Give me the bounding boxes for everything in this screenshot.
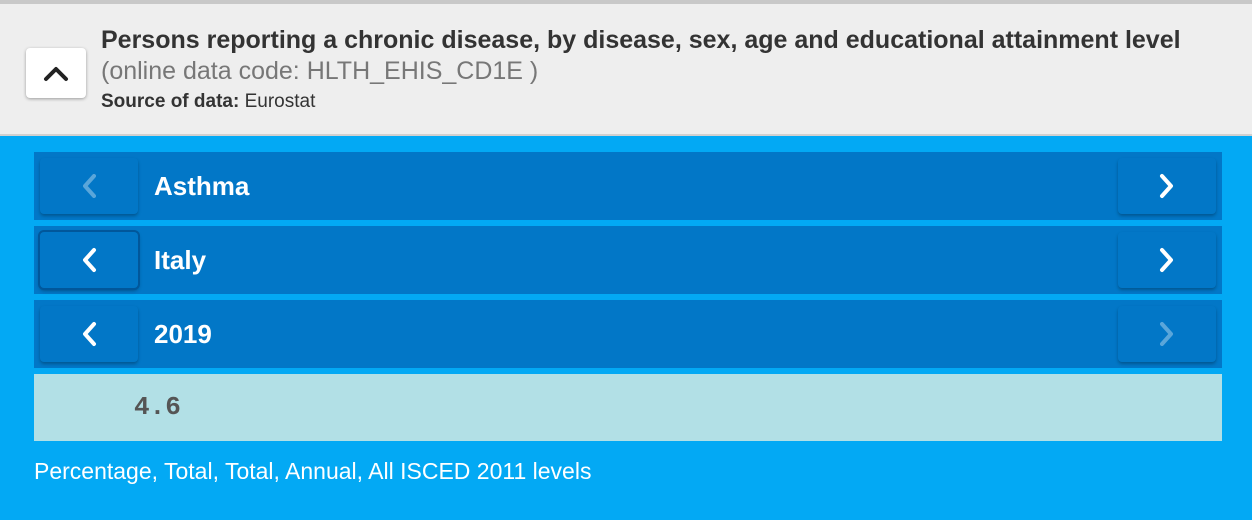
country-selector: Italy bbox=[34, 226, 1222, 294]
chevron-up-icon bbox=[44, 67, 68, 81]
disease-label: Asthma bbox=[154, 171, 250, 201]
country-prev-button[interactable] bbox=[40, 232, 138, 288]
source-line: Source of data: Eurostat bbox=[101, 88, 1246, 116]
year-next-button[interactable] bbox=[1118, 306, 1216, 362]
source-value: Eurostat bbox=[244, 91, 316, 112]
disease-next-button[interactable] bbox=[1118, 158, 1216, 214]
chevron-left-icon bbox=[83, 248, 96, 272]
year-label: 2019 bbox=[154, 319, 212, 349]
value-footnote: Percentage, Total, Total, Annual, All IS… bbox=[34, 458, 592, 484]
chevron-right-icon bbox=[1160, 174, 1173, 198]
header-text: Persons reporting a chronic disease, by … bbox=[101, 24, 1246, 116]
source-label: Source of data: bbox=[101, 91, 240, 112]
chevron-left-icon bbox=[83, 174, 96, 198]
dataset-title: Persons reporting a chronic disease, by … bbox=[101, 26, 1181, 54]
value-display: 4.6 bbox=[34, 374, 1222, 441]
country-next-button[interactable] bbox=[1118, 232, 1216, 288]
collapse-header-button[interactable] bbox=[26, 48, 86, 98]
chevron-right-icon bbox=[1160, 248, 1173, 272]
year-selector: 2019 bbox=[34, 300, 1222, 368]
data-value: 4.6 bbox=[134, 392, 181, 422]
online-data-code: (online data code: HLTH_EHIS_CD1E ) bbox=[101, 57, 539, 85]
dataset-header: Persons reporting a chronic disease, by … bbox=[0, 0, 1252, 136]
disease-prev-button[interactable] bbox=[40, 158, 138, 214]
disease-selector: Asthma bbox=[34, 152, 1222, 220]
year-prev-button[interactable] bbox=[40, 306, 138, 362]
country-label: Italy bbox=[154, 245, 207, 275]
chevron-left-icon bbox=[83, 322, 96, 346]
chevron-right-icon bbox=[1160, 322, 1173, 346]
